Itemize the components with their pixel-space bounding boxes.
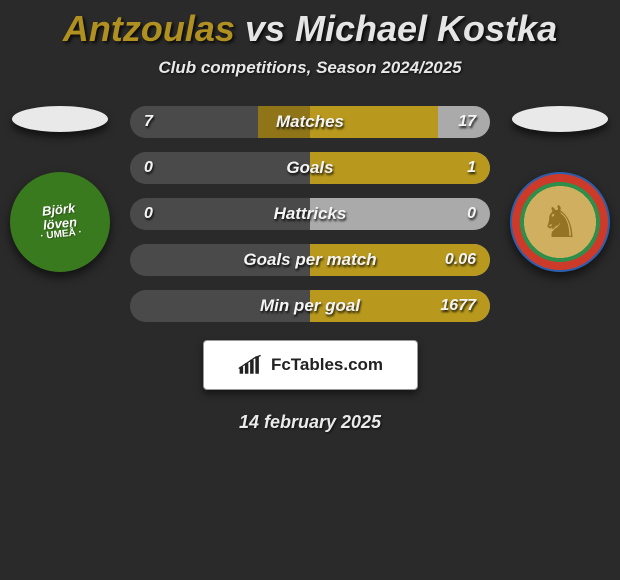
lion-icon: ♞	[510, 172, 610, 272]
right-club-badge: ♞	[510, 172, 610, 272]
stat-label: Hattricks	[130, 198, 490, 230]
date-label: 14 february 2025	[0, 412, 620, 433]
stat-right-value: 0.06	[445, 244, 476, 276]
left-flag-icon	[12, 106, 108, 132]
right-player-column: ♞	[500, 106, 620, 272]
source-brand: FcTables.com	[271, 355, 383, 375]
stat-left-value: 7	[144, 106, 153, 138]
stat-bars: Matches717Goals01Hattricks00Goals per ma…	[130, 106, 490, 322]
stat-label: Min per goal	[130, 290, 490, 322]
stat-bar: Min per goal1677	[130, 290, 490, 322]
stat-bar: Matches7 17	[130, 106, 490, 138]
stat-left-value: 0	[144, 198, 153, 230]
stat-label: Goals per match	[130, 244, 490, 276]
source-card: FcTables.com	[203, 340, 418, 390]
title-vs: vs	[245, 8, 285, 49]
right-flag-icon	[512, 106, 608, 132]
stat-right-value: 17	[458, 106, 476, 138]
title-player-left: Antzoulas	[63, 8, 235, 49]
stat-label: Goals	[130, 152, 490, 184]
stat-bar: Hattricks0 0	[130, 198, 490, 230]
page-title: Antzoulas vs Michael Kostka	[0, 0, 620, 50]
stat-bar: Goals0 1	[130, 152, 490, 184]
comparison-row: Björk löven · UMEÅ · Matches717Goals01Ha…	[0, 106, 620, 322]
left-club-badge: Björk löven · UMEÅ ·	[10, 172, 110, 272]
left-player-column: Björk löven · UMEÅ ·	[0, 106, 120, 272]
bar-chart-icon	[237, 354, 265, 376]
stat-left-value: 0	[144, 152, 153, 184]
stat-bar: Goals per match0.06	[130, 244, 490, 276]
stat-label: Matches	[130, 106, 490, 138]
left-badge-line3: · UMEÅ ·	[40, 228, 83, 243]
stat-right-value: 1	[467, 152, 476, 184]
stat-right-value: 1677	[440, 290, 476, 322]
title-player-right: Michael Kostka	[295, 8, 557, 49]
stat-right-value: 0	[467, 198, 476, 230]
subtitle: Club competitions, Season 2024/2025	[0, 58, 620, 78]
